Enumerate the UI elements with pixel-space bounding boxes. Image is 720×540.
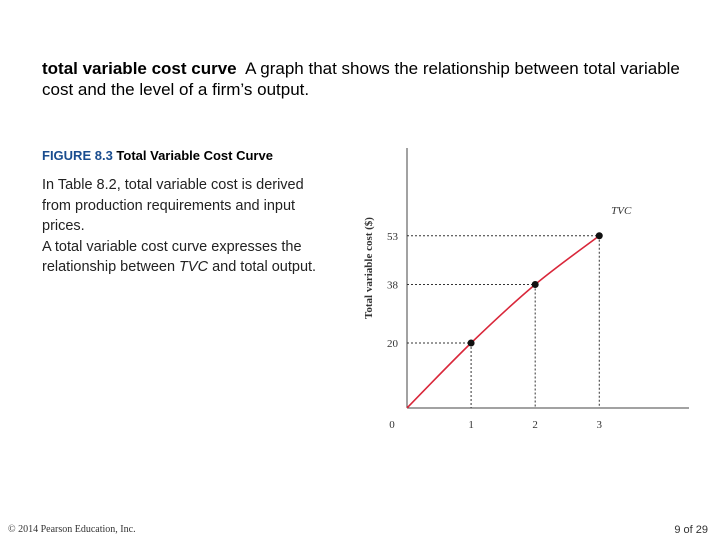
- paragraph: In Table 8.2, total variable cost is der…: [42, 177, 304, 234]
- copyright: © 2014 Pearson Education, Inc.: [8, 524, 136, 535]
- point: [595, 232, 603, 240]
- figure-caption: FIGURE 8.3 Total Variable Cost Curve: [42, 148, 273, 163]
- page-number: 9 of 29: [674, 524, 708, 536]
- definition-text: A graph that shows the relationship betw…: [42, 59, 680, 99]
- text: and total output.: [208, 259, 317, 275]
- figure-title: Total Variable Cost Curve: [116, 148, 273, 163]
- point: [467, 339, 475, 347]
- x-tick-label: 0: [389, 419, 395, 431]
- x-tick-label: 2: [532, 419, 538, 431]
- y-tick-label: 20: [387, 338, 399, 350]
- line: [406, 235, 600, 409]
- text: A total variable cost curve expresses th…: [42, 238, 302, 276]
- paragraph: A total variable cost curve expresses th…: [42, 237, 322, 278]
- series-label: TVC: [611, 205, 632, 217]
- figure-label: FIGURE 8.3: [42, 148, 113, 163]
- body-text: In Table 8.2, total variable cost is der…: [42, 175, 322, 278]
- x-tick-label: 1: [468, 419, 474, 431]
- definition: total variable cost curve A graph that s…: [42, 58, 682, 100]
- y-tick-label: 53: [387, 231, 399, 243]
- text: TVC: [179, 259, 209, 275]
- point: [531, 281, 539, 288]
- y-axis-label: Total variable cost ($): [363, 217, 375, 319]
- term: total variable cost curve: [42, 59, 237, 78]
- y-tick-label: 38: [387, 280, 399, 292]
- x-tick-label: 3: [597, 419, 603, 431]
